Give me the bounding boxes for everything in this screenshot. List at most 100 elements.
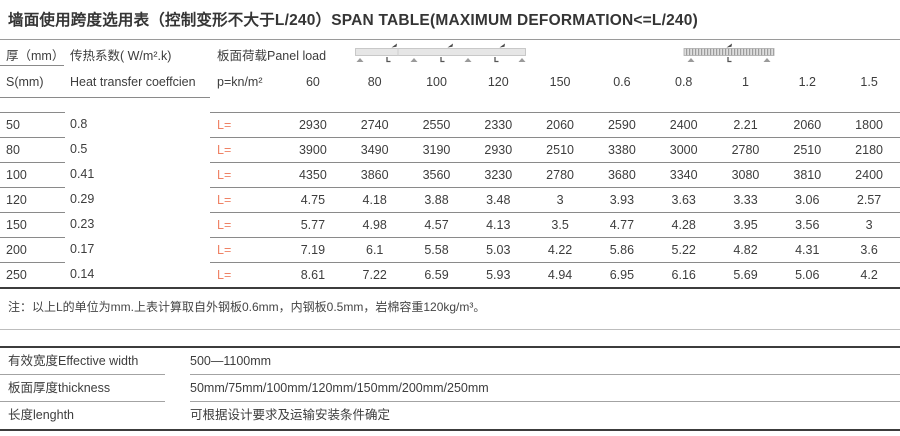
span-value-cell: 6.95 bbox=[590, 262, 653, 287]
thickness-cell: 50 bbox=[0, 112, 65, 137]
span-value-cell: 4.57 bbox=[405, 212, 468, 237]
span-length-label: L= bbox=[210, 162, 282, 187]
coefficient-cell: 0.5 bbox=[70, 142, 88, 156]
load-column-header: 1 bbox=[742, 75, 749, 89]
span-value-cell: 3190 bbox=[405, 137, 468, 162]
span-value-cell: 4.13 bbox=[467, 212, 530, 237]
spec-row: 板面厚度thickness 50mm/75mm/100mm/120mm/150m… bbox=[0, 375, 900, 402]
span-value-cell: 3.88 bbox=[405, 187, 468, 212]
span-value-cell: 7.19 bbox=[282, 237, 344, 262]
span-length-label: L= bbox=[210, 237, 282, 262]
span-value-cell: 2400 bbox=[652, 112, 715, 137]
span-table-bottom-rule bbox=[0, 287, 900, 289]
coefficient-cell: 0.23 bbox=[70, 217, 95, 231]
span-value-cell: 3.5 bbox=[529, 212, 591, 237]
span-value-cell: 2930 bbox=[282, 112, 344, 137]
span-value-cell: 5.69 bbox=[714, 262, 777, 287]
spec-label-length: 长度lenghth bbox=[8, 408, 75, 422]
span-length-label: L= bbox=[210, 212, 282, 237]
span-value-cell: 5.77 bbox=[282, 212, 344, 237]
span-value-cell: 3.6 bbox=[838, 237, 900, 262]
spec-gap bbox=[165, 402, 190, 429]
title-divider bbox=[0, 39, 900, 40]
pressure-unit-header: p=kn/m² bbox=[217, 75, 263, 89]
span-value-cell: 3.06 bbox=[776, 187, 839, 212]
span-value-cell: 2510 bbox=[529, 137, 591, 162]
coefficient-header-cn: 传热系数( W/m².k) bbox=[70, 49, 172, 63]
span-value-cell: 4.22 bbox=[529, 237, 591, 262]
span-table-body: 50 0.8 L= 2930 2740 2550 2330 2060 2590 2400 2.21 2… bbox=[0, 112, 900, 287]
span-value-cell: 4.82 bbox=[714, 237, 777, 262]
span-value-cell: 2060 bbox=[529, 112, 591, 137]
span-length-label: L= bbox=[210, 262, 282, 287]
single-span-ribbed-panel-load-diagram bbox=[683, 43, 775, 63]
thickness-header-divider bbox=[0, 65, 64, 66]
span-value-cell: 3680 bbox=[590, 162, 653, 187]
thickness-header-cn: 厚（mm） bbox=[6, 49, 65, 63]
coefficient-cell: 0.17 bbox=[70, 242, 95, 256]
spec-row: 有效宽度Effective width 500—1100mm bbox=[0, 348, 900, 375]
span-value-cell: 3900 bbox=[282, 137, 344, 162]
span-value-cell: 2060 bbox=[776, 112, 839, 137]
span-value-cell: 2.57 bbox=[838, 187, 900, 212]
span-value-cell: 8.61 bbox=[282, 262, 344, 287]
span-value-cell: 2.21 bbox=[714, 112, 777, 137]
spec-value-thickness: 50mm/75mm/100mm/120mm/150mm/200mm/250mm bbox=[190, 375, 900, 402]
span-value-cell: 3380 bbox=[590, 137, 653, 162]
spec-value-effective-width: 500—1100mm bbox=[190, 348, 900, 375]
header-body-spacer bbox=[0, 98, 900, 112]
span-length-label: L= bbox=[210, 187, 282, 212]
panel-load-header: 板面荷载Panel load bbox=[217, 49, 327, 63]
page-title: 墙面使用跨度选用表（控制变形不大于L/240）SPAN TABLE(MAXIMU… bbox=[8, 12, 698, 29]
spec-gap bbox=[165, 375, 190, 402]
load-column-header: 0.6 bbox=[613, 75, 631, 89]
table-row: 50 0.8 L= 2930 2740 2550 2330 2060 2590 2400 2.21 2… bbox=[0, 112, 900, 137]
coefficient-cell: 0.29 bbox=[70, 192, 95, 206]
table-row: 80 0.5 L= 3900 3490 3190 2930 2510 3380 3000 2780 2… bbox=[0, 137, 900, 162]
thickness-cell: 150 bbox=[0, 212, 65, 237]
span-value-cell: 6.16 bbox=[652, 262, 715, 287]
span-value-cell: 6.1 bbox=[343, 237, 406, 262]
span-value-cell: 4350 bbox=[282, 162, 344, 187]
spacer bbox=[0, 330, 900, 346]
span-value-cell: 4.31 bbox=[776, 237, 839, 262]
span-value-cell: 3230 bbox=[467, 162, 530, 187]
span-value-cell: 5.22 bbox=[652, 237, 715, 262]
coefficient-cell: 0.14 bbox=[70, 267, 95, 281]
coefficient-header-en: Heat transfer coeffcien bbox=[65, 66, 210, 98]
thickness-cell: 200 bbox=[0, 237, 65, 262]
table-row: 200 0.17 L= 7.19 6.1 5.58 5.03 4.22 5.86 5.22 4.82… bbox=[0, 237, 900, 262]
table-row: 120 0.29 L= 4.75 4.18 3.88 3.48 3 3.93 3.63 3.33 3.… bbox=[0, 187, 900, 212]
span-value-cell: 3.56 bbox=[776, 212, 839, 237]
span-value-cell: 3810 bbox=[776, 162, 839, 187]
span-value-cell: 4.94 bbox=[529, 262, 591, 287]
span-value-cell: 2590 bbox=[590, 112, 653, 137]
thickness-cell: 120 bbox=[0, 187, 65, 212]
load-column-header: 1.5 bbox=[860, 75, 878, 89]
load-column-header: 120 bbox=[487, 75, 509, 89]
span-table-header-row2: S(mm) Heat transfer coeffcien p=kn/m² 60… bbox=[0, 66, 900, 98]
span-value-cell: 2780 bbox=[714, 137, 777, 162]
span-length-label: L= bbox=[210, 137, 282, 162]
multi-span-panel-load-diagram bbox=[355, 43, 526, 63]
span-value-cell: 3.48 bbox=[467, 187, 530, 212]
footnote: 注：以上L的单位为mm.上表计算取自外钢板0.6mm，内钢板0.5mm，岩棉容重… bbox=[0, 289, 900, 330]
span-value-cell: 5.93 bbox=[467, 262, 530, 287]
coefficient-cell: 0.8 bbox=[70, 117, 88, 131]
thickness-header-en: S(mm) bbox=[0, 66, 65, 98]
spec-row: 长度lenghth 可根据设计要求及运输安装条件确定 bbox=[0, 402, 900, 429]
span-value-cell: 3490 bbox=[343, 137, 406, 162]
load-column-header: 100 bbox=[426, 75, 447, 89]
span-value-cell: 2780 bbox=[529, 162, 591, 187]
span-value-cell: 3.63 bbox=[652, 187, 715, 212]
span-value-cell: 3860 bbox=[343, 162, 406, 187]
span-value-cell: 2740 bbox=[343, 112, 406, 137]
thickness-cell: 80 bbox=[0, 137, 65, 162]
span-value-cell: 5.86 bbox=[590, 237, 653, 262]
coefficient-cell: 0.41 bbox=[70, 167, 95, 181]
span-value-cell: 3.93 bbox=[590, 187, 653, 212]
span-value-cell: 4.77 bbox=[590, 212, 653, 237]
span-value-cell: 2930 bbox=[467, 137, 530, 162]
load-column-header: 0.8 bbox=[675, 75, 693, 89]
